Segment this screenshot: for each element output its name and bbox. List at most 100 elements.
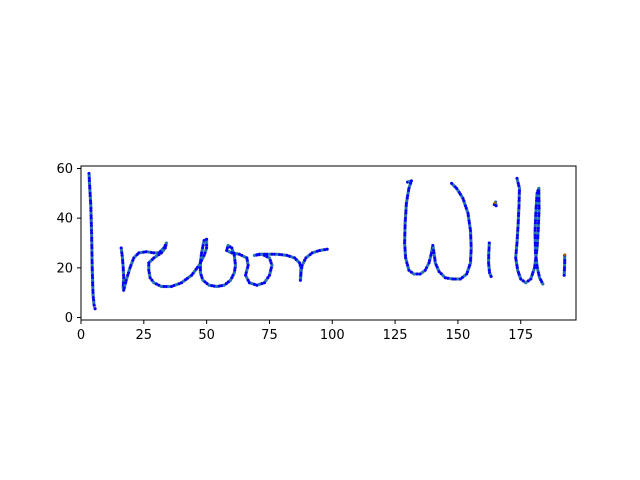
data-point xyxy=(245,256,249,260)
data-point xyxy=(467,219,471,223)
data-point xyxy=(427,261,431,265)
data-point xyxy=(487,253,491,257)
data-point xyxy=(88,186,92,190)
data-point xyxy=(90,263,94,267)
data-point xyxy=(533,229,537,233)
data-point xyxy=(303,258,307,262)
data-point xyxy=(407,186,411,190)
data-point xyxy=(268,256,271,260)
data-point xyxy=(121,258,125,262)
data-point xyxy=(468,226,472,230)
data-point xyxy=(537,201,541,205)
data-point xyxy=(318,249,322,252)
data-point xyxy=(468,224,472,228)
data-point xyxy=(159,285,163,288)
data-point xyxy=(515,234,519,237)
data-point xyxy=(563,256,567,260)
data-point xyxy=(469,261,472,265)
data-point xyxy=(409,270,413,274)
stroke-T-vertical xyxy=(87,171,97,311)
data-point xyxy=(147,271,151,275)
data-point xyxy=(163,246,167,250)
data-point xyxy=(246,278,250,282)
data-point xyxy=(119,246,123,250)
x-tick-label: 100 xyxy=(320,328,345,343)
data-point xyxy=(465,209,469,213)
data-point xyxy=(469,229,472,233)
data-point xyxy=(122,273,126,277)
data-point xyxy=(120,249,123,252)
data-point xyxy=(524,281,528,285)
data-point xyxy=(537,209,541,213)
data-point xyxy=(533,263,537,267)
data-point xyxy=(431,246,435,250)
data-point xyxy=(122,286,126,290)
data-point xyxy=(264,278,268,282)
data-point xyxy=(469,244,473,247)
data-point xyxy=(323,248,327,252)
data-point xyxy=(431,244,435,247)
data-point xyxy=(534,253,538,257)
data-point xyxy=(514,258,518,262)
data-point xyxy=(517,204,521,208)
data-point xyxy=(537,219,541,223)
data-point xyxy=(423,268,427,272)
data-point xyxy=(562,268,566,272)
data-point xyxy=(147,266,151,270)
data-point xyxy=(404,201,408,205)
data-point xyxy=(128,266,132,270)
data-point xyxy=(487,251,491,255)
y-tick-label: 0 xyxy=(65,311,73,326)
data-point xyxy=(207,283,211,287)
data-point xyxy=(404,216,407,220)
data-point xyxy=(233,256,237,260)
plot-area xyxy=(87,171,567,311)
data-point xyxy=(89,224,93,228)
data-point xyxy=(203,280,207,284)
data-point xyxy=(534,249,537,252)
data-point xyxy=(188,275,191,279)
data-point xyxy=(514,249,518,252)
data-point xyxy=(90,244,94,247)
data-point xyxy=(403,234,407,237)
data-point xyxy=(453,277,457,281)
data-point xyxy=(245,276,249,280)
data-point xyxy=(205,237,209,241)
data-point xyxy=(469,249,473,252)
data-point xyxy=(252,282,256,286)
data-point xyxy=(89,211,93,215)
data-point xyxy=(403,236,407,240)
data-point xyxy=(405,261,409,265)
data-point xyxy=(536,271,540,275)
data-point xyxy=(515,261,518,265)
data-point xyxy=(405,199,409,203)
data-point xyxy=(534,219,537,223)
data-point xyxy=(147,268,151,272)
data-point xyxy=(202,241,206,245)
data-point xyxy=(164,244,168,247)
data-point xyxy=(428,258,432,262)
data-point xyxy=(404,256,408,260)
data-point xyxy=(217,284,221,288)
data-point xyxy=(456,277,460,281)
data-point xyxy=(515,244,519,247)
data-point xyxy=(537,204,541,208)
data-point xyxy=(89,204,93,208)
data-point xyxy=(198,271,202,275)
data-point xyxy=(404,206,408,210)
data-point xyxy=(404,209,408,213)
data-point xyxy=(534,256,538,260)
data-point xyxy=(88,184,92,188)
data-point xyxy=(90,256,94,260)
data-point xyxy=(534,201,538,205)
data-point xyxy=(469,258,473,262)
data-point xyxy=(202,239,206,242)
data-point xyxy=(535,266,539,270)
data-point xyxy=(487,241,491,245)
data-point xyxy=(315,249,319,253)
data-point xyxy=(154,282,158,286)
data-point xyxy=(534,251,537,255)
data-point xyxy=(198,263,202,267)
data-point xyxy=(127,268,131,272)
